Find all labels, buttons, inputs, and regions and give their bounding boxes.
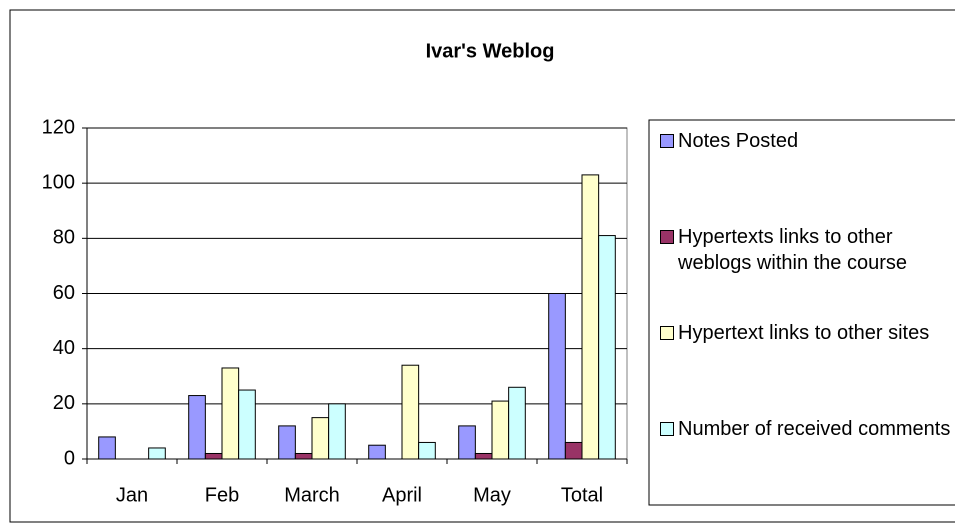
bar xyxy=(278,425,296,460)
legend-label: Hypertexts links to other weblogs within… xyxy=(678,226,908,274)
legend-entry: Notes Posted xyxy=(660,128,952,154)
y-tick-label: 120 xyxy=(42,116,75,138)
legend-entry: Number of received comments xyxy=(660,416,952,442)
bar xyxy=(418,441,436,460)
legend-label: Number of received comments xyxy=(678,418,951,440)
legend-swatch xyxy=(660,326,674,340)
y-tick-label: 0 xyxy=(64,447,75,469)
legend-entry: Hypertext links to other sites xyxy=(660,320,952,346)
x-tick-label: Jan xyxy=(116,484,148,506)
y-tick-label: 20 xyxy=(53,392,75,414)
bar xyxy=(564,441,583,460)
y-tick-label: 60 xyxy=(53,282,75,304)
bar xyxy=(548,293,566,460)
bar xyxy=(598,235,616,460)
x-tick-label: Total xyxy=(561,484,603,506)
x-tick-label: Feb xyxy=(205,484,239,506)
bar xyxy=(508,386,526,460)
bar xyxy=(148,447,166,460)
bar xyxy=(328,403,346,460)
legend-swatch xyxy=(660,230,674,244)
bar xyxy=(238,389,256,460)
x-tick-label: March xyxy=(284,484,340,506)
bar xyxy=(401,364,420,460)
bar xyxy=(204,452,223,460)
legend-swatch xyxy=(660,422,674,436)
x-tick-label: April xyxy=(382,484,422,506)
bar xyxy=(581,174,600,460)
bar xyxy=(458,425,476,460)
y-tick-label: 40 xyxy=(53,337,75,359)
y-tick-label: 80 xyxy=(53,227,75,249)
bar xyxy=(311,417,330,460)
legend-label: Notes Posted xyxy=(678,130,799,152)
legend-entry: Hypertexts links to other weblogs within… xyxy=(660,224,952,276)
legend-swatch xyxy=(660,134,674,148)
legend-label: Hypertext links to other sites xyxy=(678,322,930,344)
y-tick-label: 100 xyxy=(42,171,75,193)
bar xyxy=(294,452,313,460)
legend-box xyxy=(648,119,955,506)
bar xyxy=(474,452,493,460)
bar xyxy=(221,367,240,460)
bar xyxy=(98,436,116,460)
chart-title: Ivar's Weblog xyxy=(426,40,555,62)
bar xyxy=(368,444,386,460)
x-tick-label: May xyxy=(473,484,511,506)
bar xyxy=(188,395,206,460)
bar xyxy=(491,400,510,460)
